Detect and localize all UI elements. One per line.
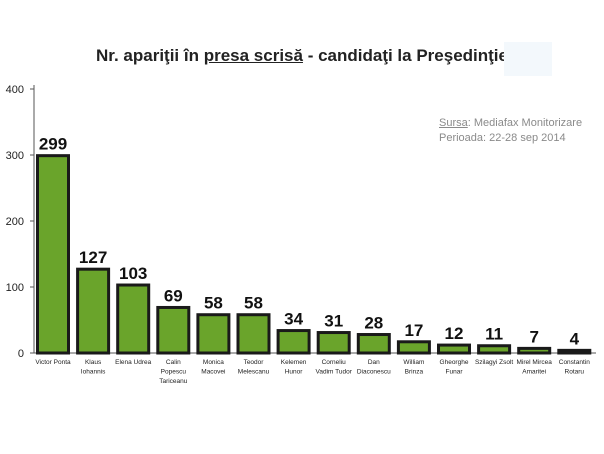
source-text: : Mediafax Monitorizare (467, 117, 583, 129)
data-label: 31 (324, 312, 343, 331)
category-label: Tariceanu (159, 378, 188, 385)
category-label: Teodor (244, 359, 265, 366)
data-label: 17 (404, 321, 423, 340)
bar (116, 283, 151, 355)
category-label: Amaritei (522, 369, 546, 376)
bar (276, 329, 311, 355)
category-label: Rotaru (565, 369, 585, 376)
category-label: Monica (203, 359, 224, 366)
bar (437, 343, 471, 355)
category-label: Brinza (405, 369, 424, 376)
category-label: Macovei (201, 369, 225, 376)
category-label: Gheorghe (440, 359, 469, 366)
bar (196, 313, 231, 355)
chart-title-underlined: presa scrisă (203, 46, 303, 65)
bar (36, 154, 70, 355)
bar (76, 267, 111, 355)
bar (517, 346, 552, 355)
y-tick-label: 100 (6, 282, 24, 294)
category-label: Vadim Tudor (316, 369, 353, 376)
category-label: Victor Ponta (35, 359, 71, 366)
source-annotation: Sursa: Mediafax Monitorizare Perioada: 2… (439, 116, 582, 146)
chart-title-prefix: Nr. apariţii în (96, 46, 204, 65)
title-highlight-box (504, 42, 552, 76)
chart-title-suffix: - candidaţi la Preşedinţie (302, 46, 508, 65)
category-label: Diaconescu (357, 369, 391, 376)
data-label: 103 (119, 264, 147, 283)
category-label: Szilagyi Zsolt (475, 359, 513, 366)
category-label: Melescanu (238, 369, 270, 376)
category-label: Iohannis (81, 369, 106, 376)
category-label: Kelemen (281, 359, 307, 366)
category-label: Constantin (559, 359, 590, 366)
bar (236, 313, 271, 355)
data-label: 69 (164, 286, 183, 305)
bar (557, 348, 592, 355)
bar (356, 333, 391, 355)
category-label: Elena Udrea (115, 359, 152, 366)
category-label: Funar (446, 369, 464, 376)
data-label: 58 (244, 294, 263, 313)
data-label: 11 (485, 325, 503, 344)
category-label: Calin (166, 359, 181, 366)
data-label: 127 (79, 248, 107, 267)
period-text: Perioada: 22-28 sep 2014 (439, 132, 566, 144)
data-label: 7 (529, 327, 538, 346)
bar (477, 344, 512, 355)
category-label: William (403, 359, 424, 366)
y-tick-label: 400 (6, 84, 24, 96)
bar (316, 331, 351, 355)
data-label: 12 (445, 324, 464, 343)
data-label: 28 (364, 314, 383, 333)
source-label: Sursa (439, 117, 468, 129)
chart-title: Nr. apariţii în presa scrisă - candidaţi… (0, 46, 604, 66)
data-label: 58 (204, 294, 223, 313)
y-tick-label: 200 (6, 216, 24, 228)
category-label: Hunor (285, 369, 304, 376)
y-tick-label: 300 (6, 150, 24, 162)
category-label: Dan (368, 359, 380, 366)
y-tick-label: 0 (18, 348, 24, 360)
category-label: Popescu (161, 369, 187, 376)
data-label: 34 (284, 310, 303, 329)
bar (396, 340, 431, 355)
category-label: Corneliu (322, 359, 347, 366)
data-label: 4 (570, 329, 580, 348)
category-label: Klaus (85, 359, 102, 366)
bar (156, 305, 191, 355)
data-label: 299 (39, 135, 67, 154)
category-label: Mirel Mircea (516, 359, 552, 366)
